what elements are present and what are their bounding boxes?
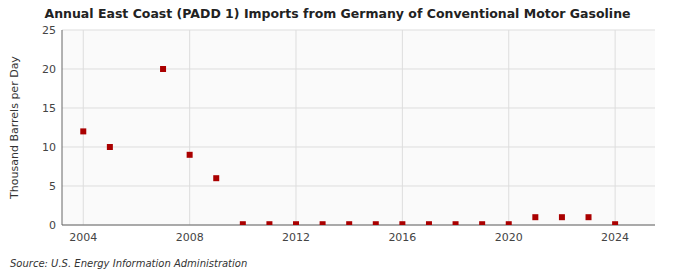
point [399, 221, 405, 225]
plot-area [62, 30, 655, 225]
y-grid-line [62, 108, 655, 109]
y-axis-line [62, 30, 63, 225]
points [80, 66, 618, 225]
title: Annual East Coast (PADD 1) Imports from … [44, 6, 630, 21]
point [426, 221, 432, 225]
y-grid-line [62, 30, 655, 31]
point [612, 221, 618, 225]
y-tick-label: 15 [42, 102, 56, 115]
point [373, 221, 379, 225]
grid [62, 30, 655, 225]
point [160, 66, 166, 72]
x-tick-label: 2008 [176, 231, 204, 244]
y-tick-label: 20 [42, 63, 56, 76]
chart-container: 0 5 10 15 20 25 2004 2008 2012 2016 2020 2024 Annual… [0, 0, 675, 275]
x-tick-label: 2012 [282, 231, 310, 244]
point [213, 175, 219, 181]
source-note: Source: U.S. Energy Information Administ… [10, 258, 247, 269]
y-axis-label: Thousand Barrels per Day [8, 56, 21, 200]
x-grid-line [615, 30, 616, 225]
y-grid-line [62, 186, 655, 187]
point [293, 221, 299, 225]
y-grid-line [62, 69, 655, 70]
point [479, 221, 485, 225]
x-grid-line [296, 30, 297, 225]
point [506, 221, 512, 225]
x-tick-label: 2016 [388, 231, 416, 244]
chart: 0 5 10 15 20 25 2004 2008 2012 2016 2020 2024 Annual… [0, 0, 675, 275]
y-tick-label: 0 [49, 219, 56, 232]
point [346, 221, 352, 225]
y-tick-label: 25 [42, 24, 56, 37]
y-grid-line [62, 147, 655, 148]
x-tick-label: 2020 [495, 231, 523, 244]
point [240, 221, 246, 225]
x-tick-label: 2024 [601, 231, 629, 244]
y-grid-line [62, 225, 655, 226]
x-grid-line [402, 30, 403, 225]
point [586, 214, 592, 220]
tick-labels: 0 5 10 15 20 25 2004 2008 2012 2016 2020 2024 [42, 24, 629, 244]
point [532, 214, 538, 220]
x-grid-line [508, 30, 509, 225]
point [320, 221, 326, 225]
y-tick-label: 10 [42, 141, 56, 154]
x-axis-line [62, 225, 655, 226]
point [187, 152, 193, 158]
point [453, 221, 459, 225]
point [559, 214, 565, 220]
y-tick-label: 5 [49, 180, 56, 193]
x-grid-line [189, 30, 190, 225]
point [266, 221, 272, 225]
point [107, 144, 113, 150]
point [80, 128, 86, 134]
x-tick-label: 2004 [69, 231, 97, 244]
x-grid-line [83, 30, 84, 225]
